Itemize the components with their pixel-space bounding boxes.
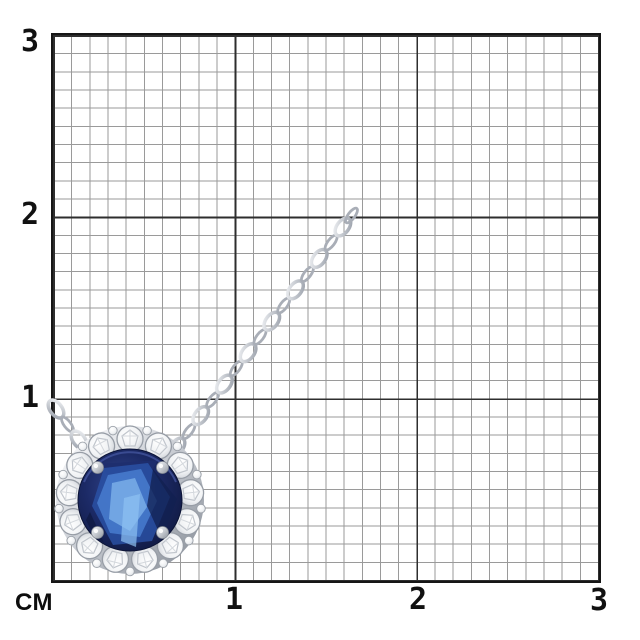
metal-bead [172,441,183,452]
metal-bead [66,535,76,546]
metal-bead [77,441,88,452]
metal-bead [196,503,206,514]
sapphire [77,448,183,552]
prong [156,526,169,539]
metal-bead [92,558,102,569]
metal-bead [125,566,135,577]
x-tick-1: 1 [224,582,244,617]
x-tick-2: 2 [408,582,428,617]
chain-link [342,205,361,226]
pendant [54,425,206,577]
y-tick-1: 1 [20,380,40,415]
y-tick-2: 2 [20,197,40,232]
metal-bead [192,469,202,480]
metal-bead [58,469,68,480]
metal-bead [158,558,168,569]
prong [91,526,104,539]
metal-bead [184,535,194,546]
metal-bead [108,425,118,436]
y-tick-3: 3 [20,24,40,59]
unit-label-cm: СМ [15,589,54,616]
prong [156,461,169,474]
x-tick-3: 3 [589,583,609,618]
metal-bead [54,503,64,514]
prong [91,461,104,474]
metal-bead [142,425,152,436]
cable-chain-right [164,205,361,461]
halo-diamond [116,425,144,453]
chain-link [330,213,356,241]
